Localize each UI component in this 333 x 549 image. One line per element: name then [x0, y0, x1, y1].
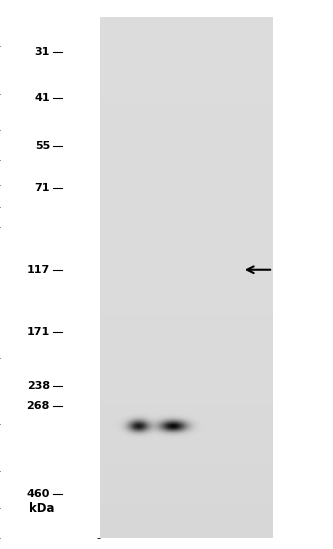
Text: kDa: kDa — [29, 502, 55, 514]
Text: 71: 71 — [34, 183, 50, 193]
Text: 31: 31 — [35, 47, 50, 57]
Text: 268: 268 — [27, 401, 50, 411]
Text: 117: 117 — [27, 265, 50, 274]
Text: 171: 171 — [27, 327, 50, 337]
Text: 460: 460 — [27, 489, 50, 500]
Text: 238: 238 — [27, 381, 50, 391]
Text: 41: 41 — [34, 93, 50, 103]
Text: 55: 55 — [35, 141, 50, 151]
